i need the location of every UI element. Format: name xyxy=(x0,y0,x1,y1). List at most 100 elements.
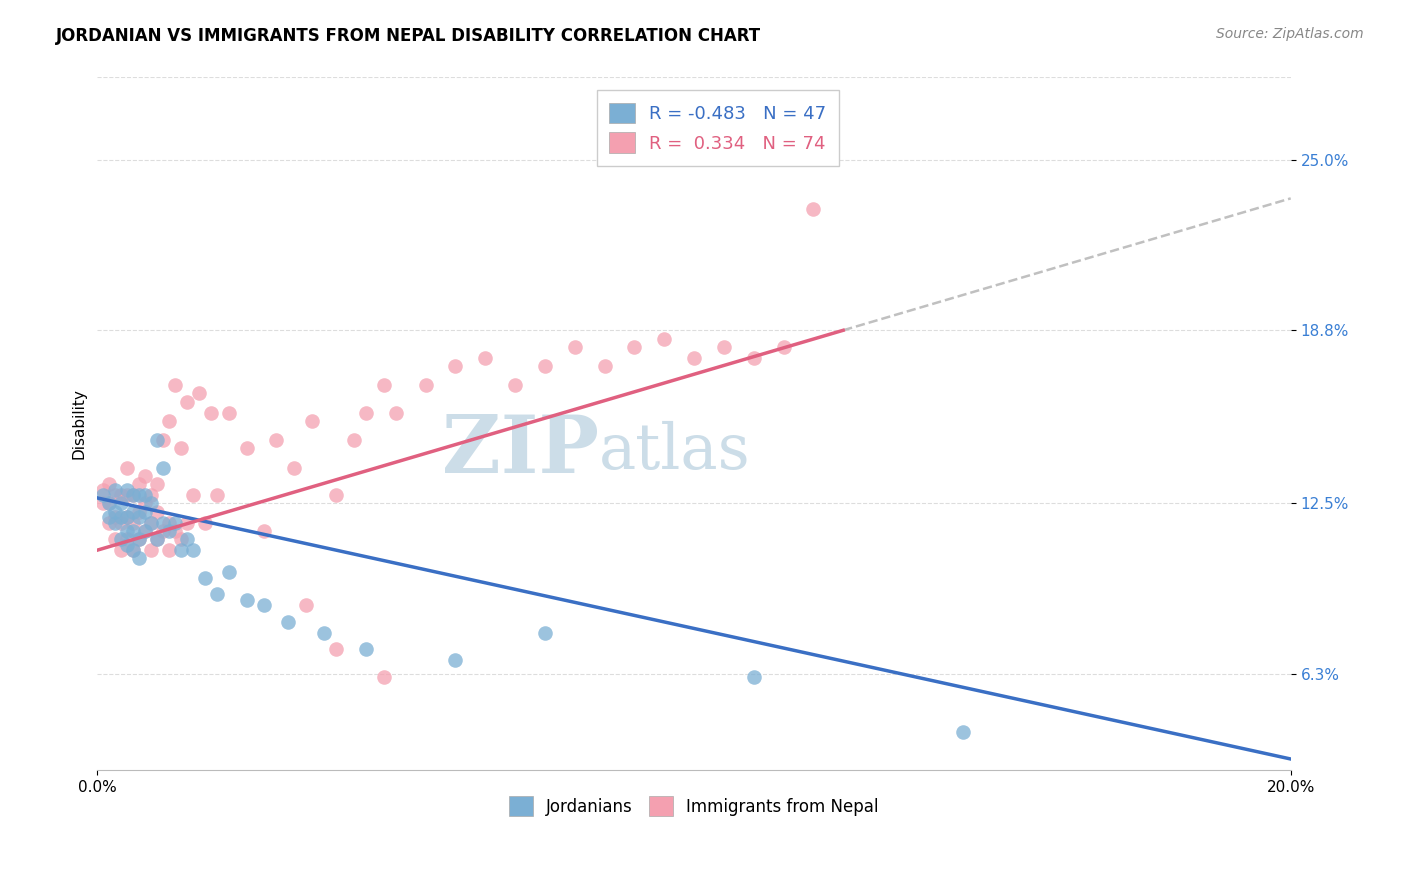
Point xyxy=(157,516,180,530)
Point xyxy=(235,442,257,456)
Point xyxy=(115,510,138,524)
Point xyxy=(170,532,193,546)
Point xyxy=(163,516,186,530)
Point xyxy=(139,543,162,558)
Point xyxy=(98,516,121,530)
Point xyxy=(152,516,174,530)
Point xyxy=(157,414,180,428)
Point xyxy=(952,724,974,739)
Point xyxy=(115,532,138,546)
Point xyxy=(98,510,121,524)
Point xyxy=(104,510,127,524)
Point xyxy=(564,340,586,354)
Point xyxy=(176,516,198,530)
Point xyxy=(128,477,150,491)
Point xyxy=(170,543,193,558)
Point xyxy=(128,551,150,566)
Point xyxy=(283,460,305,475)
Point xyxy=(266,434,288,448)
Point xyxy=(354,406,377,420)
Point xyxy=(474,351,496,365)
Point xyxy=(444,653,467,667)
Point xyxy=(295,598,318,612)
Point xyxy=(146,434,169,448)
Point xyxy=(110,488,132,502)
Point xyxy=(110,510,132,524)
Point xyxy=(200,406,222,420)
Point xyxy=(91,488,114,502)
Point xyxy=(128,488,150,502)
Point xyxy=(122,543,145,558)
Point xyxy=(134,496,156,510)
Point xyxy=(91,496,114,510)
Point xyxy=(534,625,557,640)
Point xyxy=(128,510,150,524)
Point xyxy=(110,516,132,530)
Text: JORDANIAN VS IMMIGRANTS FROM NEPAL DISABILITY CORRELATION CHART: JORDANIAN VS IMMIGRANTS FROM NEPAL DISAB… xyxy=(56,27,762,45)
Point xyxy=(314,625,336,640)
Point xyxy=(104,505,127,519)
Point xyxy=(146,532,169,546)
Point xyxy=(194,571,217,585)
Point xyxy=(146,532,169,546)
Point xyxy=(128,505,150,519)
Point xyxy=(146,477,169,491)
Point xyxy=(110,496,132,510)
Point xyxy=(384,406,406,420)
Point xyxy=(115,524,138,538)
Point xyxy=(235,592,257,607)
Point xyxy=(623,340,645,354)
Point xyxy=(134,488,156,502)
Point xyxy=(115,538,138,552)
Point xyxy=(343,434,366,448)
Point xyxy=(713,340,735,354)
Point xyxy=(104,488,127,502)
Y-axis label: Disability: Disability xyxy=(72,388,86,459)
Point xyxy=(181,543,204,558)
Point xyxy=(152,434,174,448)
Point xyxy=(218,565,240,579)
Point xyxy=(194,516,217,530)
Point xyxy=(277,615,299,629)
Point xyxy=(139,516,162,530)
Point xyxy=(139,496,162,510)
Point xyxy=(772,340,794,354)
Text: atlas: atlas xyxy=(599,421,751,482)
Point xyxy=(91,483,114,497)
Point xyxy=(253,524,276,538)
Point xyxy=(325,488,347,502)
Point xyxy=(146,505,169,519)
Point xyxy=(301,414,323,428)
Point xyxy=(373,669,395,683)
Point xyxy=(205,587,228,601)
Point xyxy=(122,543,145,558)
Point xyxy=(98,496,121,510)
Point xyxy=(110,543,132,558)
Point xyxy=(128,532,150,546)
Point xyxy=(593,359,616,373)
Point xyxy=(104,483,127,497)
Point xyxy=(325,642,347,657)
Point xyxy=(170,442,193,456)
Text: Source: ZipAtlas.com: Source: ZipAtlas.com xyxy=(1216,27,1364,41)
Point xyxy=(253,598,276,612)
Legend: Jordanians, Immigrants from Nepal: Jordanians, Immigrants from Nepal xyxy=(501,788,887,824)
Point xyxy=(122,488,145,502)
Point xyxy=(122,516,145,530)
Point xyxy=(104,516,127,530)
Point xyxy=(98,496,121,510)
Point xyxy=(122,524,145,538)
Point xyxy=(742,669,765,683)
Point xyxy=(176,532,198,546)
Point xyxy=(139,516,162,530)
Point xyxy=(134,469,156,483)
Point xyxy=(176,394,198,409)
Point xyxy=(128,532,150,546)
Point xyxy=(122,505,145,519)
Point xyxy=(134,524,156,538)
Point xyxy=(503,378,526,392)
Point xyxy=(652,332,675,346)
Point xyxy=(163,524,186,538)
Point xyxy=(139,488,162,502)
Point xyxy=(110,532,132,546)
